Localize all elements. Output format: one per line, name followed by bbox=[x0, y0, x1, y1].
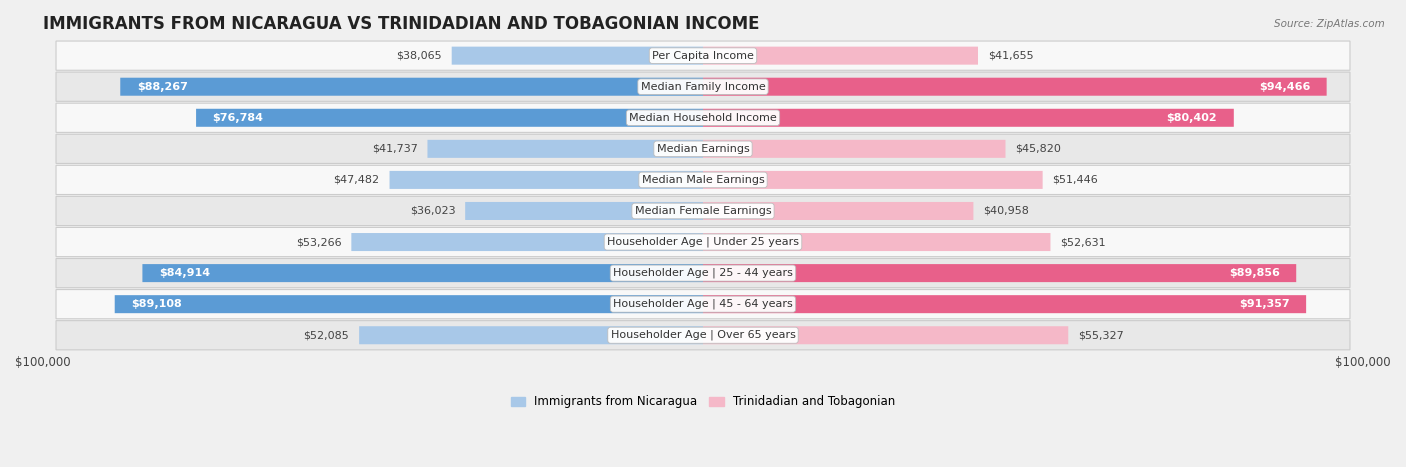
Text: $91,357: $91,357 bbox=[1239, 299, 1289, 309]
Text: $52,631: $52,631 bbox=[1060, 237, 1107, 247]
Text: Householder Age | Under 25 years: Householder Age | Under 25 years bbox=[607, 237, 799, 248]
Text: Median Earnings: Median Earnings bbox=[657, 144, 749, 154]
Text: $40,958: $40,958 bbox=[983, 206, 1029, 216]
Text: Median Male Earnings: Median Male Earnings bbox=[641, 175, 765, 185]
Text: $41,655: $41,655 bbox=[988, 50, 1033, 61]
Text: Per Capita Income: Per Capita Income bbox=[652, 50, 754, 61]
FancyBboxPatch shape bbox=[56, 103, 1350, 132]
Text: Householder Age | Over 65 years: Householder Age | Over 65 years bbox=[610, 330, 796, 340]
FancyBboxPatch shape bbox=[56, 134, 1350, 163]
Text: Householder Age | 25 - 44 years: Householder Age | 25 - 44 years bbox=[613, 268, 793, 278]
Text: $41,737: $41,737 bbox=[371, 144, 418, 154]
Text: Median Female Earnings: Median Female Earnings bbox=[634, 206, 772, 216]
Text: $80,402: $80,402 bbox=[1167, 113, 1218, 123]
FancyBboxPatch shape bbox=[142, 264, 703, 282]
Text: $47,482: $47,482 bbox=[333, 175, 380, 185]
FancyBboxPatch shape bbox=[56, 290, 1350, 319]
FancyBboxPatch shape bbox=[56, 321, 1350, 350]
FancyBboxPatch shape bbox=[465, 202, 703, 220]
Text: $76,784: $76,784 bbox=[212, 113, 263, 123]
Text: $52,085: $52,085 bbox=[304, 330, 349, 340]
FancyBboxPatch shape bbox=[703, 171, 1043, 189]
FancyBboxPatch shape bbox=[427, 140, 703, 158]
Text: Median Household Income: Median Household Income bbox=[628, 113, 778, 123]
FancyBboxPatch shape bbox=[56, 72, 1350, 101]
FancyBboxPatch shape bbox=[56, 227, 1350, 257]
Text: Householder Age | 45 - 64 years: Householder Age | 45 - 64 years bbox=[613, 299, 793, 310]
Text: $36,023: $36,023 bbox=[409, 206, 456, 216]
FancyBboxPatch shape bbox=[389, 171, 703, 189]
FancyBboxPatch shape bbox=[121, 78, 703, 96]
FancyBboxPatch shape bbox=[56, 259, 1350, 288]
FancyBboxPatch shape bbox=[703, 109, 1234, 127]
Text: $94,466: $94,466 bbox=[1258, 82, 1310, 92]
Text: $53,266: $53,266 bbox=[295, 237, 342, 247]
Text: $89,856: $89,856 bbox=[1229, 268, 1279, 278]
Text: $84,914: $84,914 bbox=[159, 268, 209, 278]
FancyBboxPatch shape bbox=[115, 295, 703, 313]
Text: IMMIGRANTS FROM NICARAGUA VS TRINIDADIAN AND TOBAGONIAN INCOME: IMMIGRANTS FROM NICARAGUA VS TRINIDADIAN… bbox=[42, 15, 759, 33]
FancyBboxPatch shape bbox=[195, 109, 703, 127]
FancyBboxPatch shape bbox=[703, 140, 1005, 158]
FancyBboxPatch shape bbox=[359, 326, 703, 344]
FancyBboxPatch shape bbox=[703, 78, 1327, 96]
FancyBboxPatch shape bbox=[56, 41, 1350, 70]
FancyBboxPatch shape bbox=[703, 47, 979, 64]
FancyBboxPatch shape bbox=[352, 233, 703, 251]
FancyBboxPatch shape bbox=[451, 47, 703, 64]
FancyBboxPatch shape bbox=[56, 197, 1350, 226]
Text: $89,108: $89,108 bbox=[131, 299, 181, 309]
Text: Median Family Income: Median Family Income bbox=[641, 82, 765, 92]
Text: $38,065: $38,065 bbox=[396, 50, 441, 61]
Text: $88,267: $88,267 bbox=[136, 82, 187, 92]
Text: $45,820: $45,820 bbox=[1015, 144, 1062, 154]
FancyBboxPatch shape bbox=[703, 295, 1306, 313]
Text: $55,327: $55,327 bbox=[1078, 330, 1123, 340]
FancyBboxPatch shape bbox=[703, 202, 973, 220]
FancyBboxPatch shape bbox=[703, 326, 1069, 344]
FancyBboxPatch shape bbox=[703, 264, 1296, 282]
FancyBboxPatch shape bbox=[703, 233, 1050, 251]
Legend: Immigrants from Nicaragua, Trinidadian and Tobagonian: Immigrants from Nicaragua, Trinidadian a… bbox=[506, 391, 900, 413]
Text: Source: ZipAtlas.com: Source: ZipAtlas.com bbox=[1274, 19, 1385, 28]
Text: $51,446: $51,446 bbox=[1053, 175, 1098, 185]
FancyBboxPatch shape bbox=[56, 165, 1350, 195]
